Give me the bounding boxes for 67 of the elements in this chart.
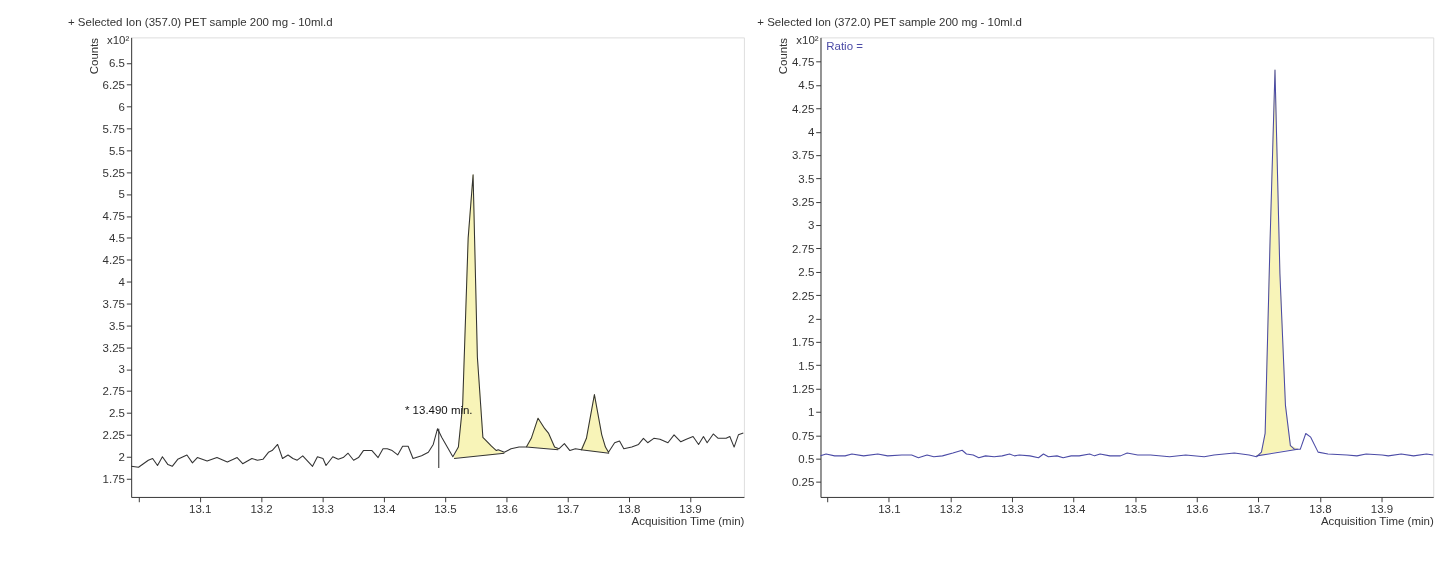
x-tick-label: 13.3 [1001,502,1024,515]
y-tick-label: 2.25 [791,289,815,302]
y-axis-title: Counts [777,37,790,75]
x-tick-label: 13.2 [250,502,273,515]
y-tick-label: 2.5 [108,407,125,420]
y-tick-label: 3.5 [108,319,125,332]
x-tick-label: 13.7 [556,502,580,515]
x-tick-label: 13.4 [372,502,396,515]
x-tick-label: 13.9 [679,502,702,515]
y-tick-label: 4 [118,275,126,288]
x-tick-label: 13.1 [878,502,901,515]
y-tick-label: 2.75 [791,242,815,255]
y-tick-label: 6.25 [102,78,125,91]
y-tick-label: 0.5 [798,452,815,465]
y-tick-label: 3.25 [791,196,815,209]
y-tick-label: 3.75 [102,297,125,310]
y-tick-label: 2 [807,312,815,325]
y-tick-label: 3.75 [791,149,815,162]
chart-title: + Selected Ion (357.0) PET sample 200 mg - 10ml.d [67,15,333,28]
y-tick-label: 5.25 [102,166,125,179]
y-tick-label: 0.25 [791,476,815,489]
y-tick-label: 4.75 [102,210,125,223]
x-tick-label: 13.6 [495,502,518,515]
y-tick-label: 3.5 [798,172,815,185]
y-tick-label: 3.25 [102,341,125,354]
x-tick-label: 13.8 [1309,502,1332,515]
y-tick-label: 2.25 [102,429,125,442]
y-tick-label: 3 [807,219,815,232]
x-tick-label: 13.3 [311,502,334,515]
y-tick-label: 4.5 [108,232,125,245]
x-tick-label: 13.8 [618,502,641,515]
x-tick-label: 13.5 [1124,502,1147,515]
x-axis-title: Acquisition Time (min) [1320,515,1434,528]
y-tick-label: 4 [807,126,815,139]
annotation: Ratio = [826,39,864,52]
x-tick-label: 13.1 [189,502,212,515]
y-tick-label: 0.75 [791,429,815,442]
text: x10² [106,34,130,47]
y-tick-label: 5 [118,188,125,201]
y-tick-label: 2 [118,451,125,464]
text: x10² [796,34,819,47]
y-tick-label: 2.75 [102,385,125,398]
y-tick-label: 4.25 [791,102,815,115]
y-tick-label: 3 [118,363,125,376]
y-tick-label: 5.5 [108,144,125,157]
annotation: * 13.490 min. [404,404,473,417]
y-tick-label: 4.75 [791,56,815,69]
x-tick-label: 13.9 [1370,502,1394,515]
y-tick-label: 6 [118,100,125,113]
y-tick-label: 6.5 [108,57,125,70]
y-tick-label: 1.25 [791,382,815,395]
y-tick-label: 1.75 [102,472,125,485]
x-tick-label: 13.4 [1062,502,1086,515]
y-tick-label: 4.5 [798,79,815,92]
y-tick-label: 5.75 [102,122,125,135]
x-tick-label: 13.2 [939,502,963,515]
y-tick-label: 1.5 [798,359,815,372]
x-tick-label: 13.7 [1247,502,1270,515]
x-tick-label: 13.5 [434,502,457,515]
chart-title: + Selected Ion (372.0) PET sample 200 mg - 10ml.d [757,15,1022,28]
y-tick-label: 4.25 [102,254,125,267]
x-tick-label: 13.6 [1186,502,1209,515]
y-axis-title: Counts [87,37,100,75]
y-tick-label: 1.75 [791,336,815,349]
y-tick-label: 2.5 [798,266,815,279]
y-tick-label: 1 [807,406,815,419]
x-axis-title: Acquisition Time (min) [631,515,745,528]
